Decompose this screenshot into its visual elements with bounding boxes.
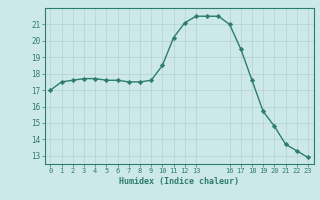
X-axis label: Humidex (Indice chaleur): Humidex (Indice chaleur) [119,177,239,186]
